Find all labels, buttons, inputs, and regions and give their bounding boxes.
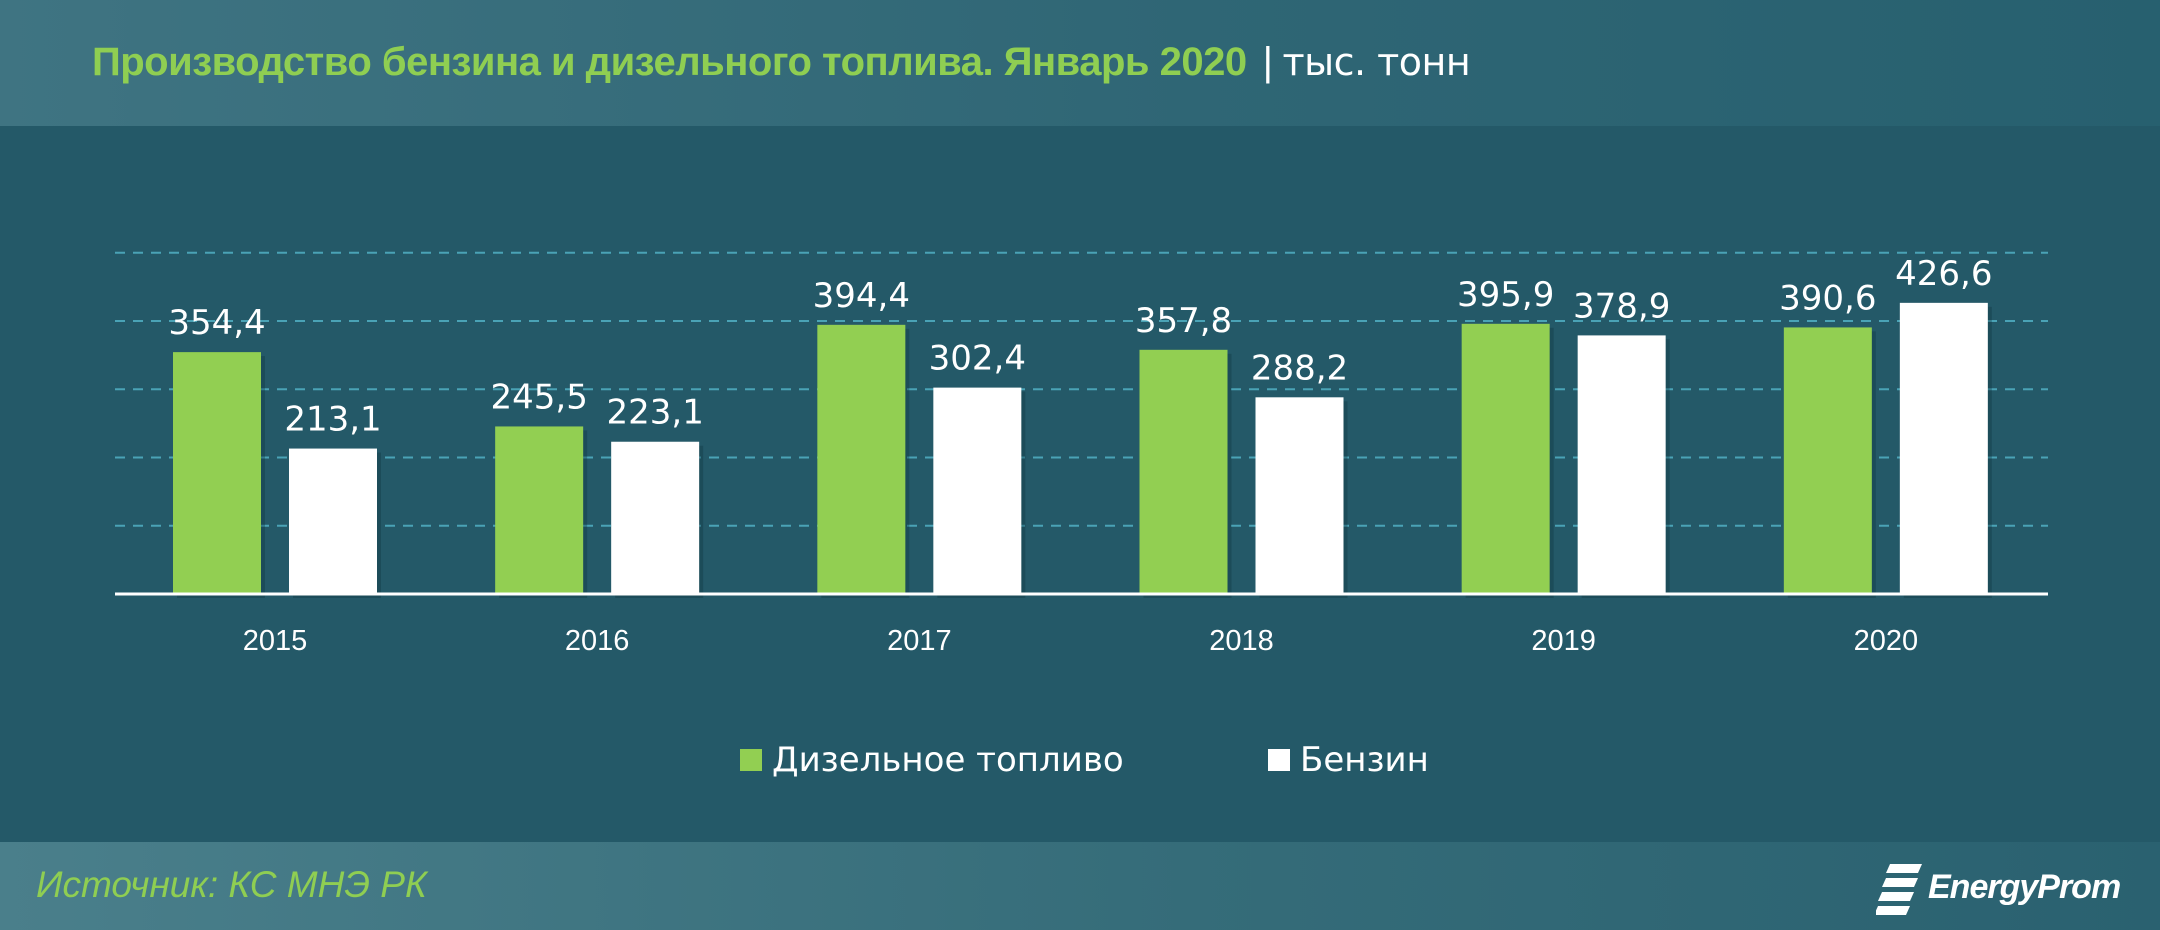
legend-label-diesel: Дизельное топливо xyxy=(772,740,1124,780)
logo-wordmark: EnergyProm xyxy=(1928,868,2121,906)
unit-label: тыс. тонн xyxy=(1282,40,1471,84)
data-label: 357,8 xyxy=(1135,301,1232,341)
data-label: 245,5 xyxy=(490,377,587,417)
bar-diesel xyxy=(173,352,261,594)
x-tick-label: 2017 xyxy=(887,625,952,657)
bar-chart: 354,4 213,1 2015 245,5 223,1 2016 394,4 302,4 20… xyxy=(115,251,2048,657)
data-label: 378,9 xyxy=(1573,286,1670,326)
data-label: 354,4 xyxy=(168,303,265,343)
x-tick-label: 2018 xyxy=(1209,625,1274,657)
source-note: Источник: КС МНЭ РК xyxy=(36,864,427,905)
bar-gasoline xyxy=(289,448,377,594)
bar-gasoline xyxy=(1577,335,1666,594)
chart-title-text: Производство бензина и дизельного топлив… xyxy=(92,40,1247,84)
x-tick-label: 2015 xyxy=(243,625,308,657)
data-label: 213,1 xyxy=(284,400,381,440)
bar-diesel xyxy=(817,324,906,594)
chart-footer: Источник: КС МНЭ РК EnergyProm xyxy=(0,842,2160,930)
chart-title: Производство бензина и дизельного топлив… xyxy=(92,40,1471,85)
data-label: 395,9 xyxy=(1457,275,1554,315)
x-tick-label: 2020 xyxy=(1854,625,1919,657)
legend-item-diesel: Дизельное топливо xyxy=(740,740,1124,780)
bar-gasoline xyxy=(933,387,1022,594)
legend-label-gasoline: Бензин xyxy=(1300,740,1429,780)
legend-swatch-diesel xyxy=(740,749,762,771)
data-label: 302,4 xyxy=(929,339,1026,379)
data-label: 394,4 xyxy=(813,276,910,316)
legend-item-gasoline: Бензин xyxy=(1268,740,1429,780)
bar-diesel xyxy=(1783,327,1872,594)
bar-diesel xyxy=(1139,349,1228,594)
bar-gasoline xyxy=(1255,397,1344,594)
data-label: 390,6 xyxy=(1779,278,1876,318)
bar-diesel xyxy=(495,426,584,594)
chart-header: Производство бензина и дизельного топлив… xyxy=(0,0,2160,126)
bar-diesel xyxy=(1461,323,1550,594)
x-tick-label: 2019 xyxy=(1531,625,1596,657)
data-label: 288,2 xyxy=(1251,348,1348,388)
x-tick-label: 2016 xyxy=(565,625,630,657)
bar-gasoline xyxy=(1899,302,1988,594)
data-label: 426,6 xyxy=(1895,254,1992,294)
bar-gasoline xyxy=(611,441,700,594)
title-separator: | xyxy=(1262,40,1273,84)
energyprom-logo-icon xyxy=(1876,864,1922,915)
legend-swatch-gasoline xyxy=(1268,749,1290,771)
data-label: 223,1 xyxy=(606,393,703,433)
